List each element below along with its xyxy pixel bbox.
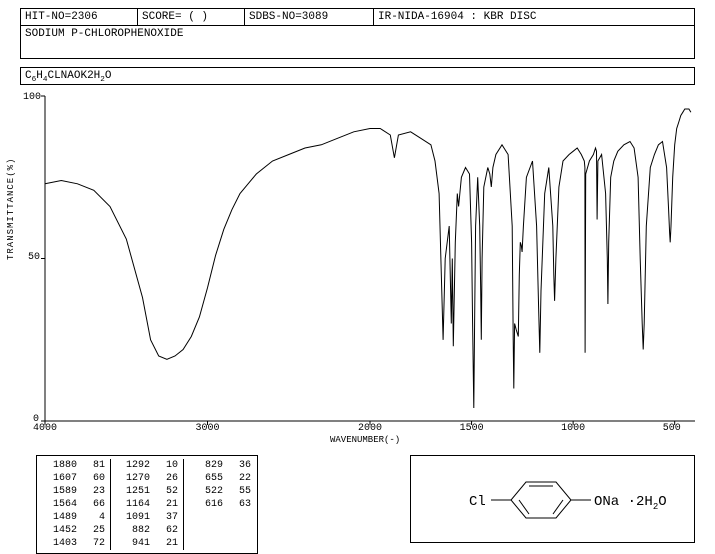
x-tick-1000: 1000 <box>561 423 585 434</box>
peak-row: 829 36 <box>189 459 251 472</box>
spectrum-plot <box>45 96 695 421</box>
peak-row: 522 55 <box>189 485 251 498</box>
x-tick-2000: 2000 <box>358 423 382 434</box>
sdbs-no-field: SDBS-NO=3089 <box>244 8 374 26</box>
peak-row: 1403 72 <box>43 537 105 550</box>
peak-row: 882 62 <box>116 524 178 537</box>
molecule-box: Cl ONa ·2H2O <box>410 455 695 543</box>
peak-row: 1251 52 <box>116 485 178 498</box>
peak-row: 1607 60 <box>43 472 105 485</box>
formula: C6H4CLNAOK2H2O <box>20 67 695 85</box>
x-axis-label: WAVENUMBER(-) <box>330 435 400 445</box>
y-tick-100: 100 <box>23 92 41 103</box>
peak-row: 1452 25 <box>43 524 105 537</box>
peak-row: 616 63 <box>189 498 251 511</box>
peak-row: 1564 66 <box>43 498 105 511</box>
peak-row: 1164 21 <box>116 498 178 511</box>
peak-row: 1589 23 <box>43 485 105 498</box>
peak-table: 1880 811607 601589 231564 661489 41452 2… <box>36 455 258 554</box>
peak-row: 1292 10 <box>116 459 178 472</box>
peak-row: 1270 26 <box>116 472 178 485</box>
mol-right-label: ONa ·2H2O <box>594 494 667 512</box>
score-field: SCORE= ( ) <box>137 8 245 26</box>
x-tick-500: 500 <box>663 423 681 434</box>
y-axis-label: TRANSMITTANCE(%) <box>6 158 16 260</box>
peak-row: 1880 81 <box>43 459 105 472</box>
ir-nida-field: IR-NIDA-16904 : KBR DISC <box>373 8 695 26</box>
x-tick-4000: 4000 <box>33 423 57 434</box>
hit-no-field: HIT-NO=2306 <box>20 8 138 26</box>
peak-row: 941 21 <box>116 537 178 550</box>
y-tick-50: 50 <box>28 252 40 263</box>
peak-row: 1489 4 <box>43 511 105 524</box>
x-tick-1500: 1500 <box>460 423 484 434</box>
peak-row: 1091 37 <box>116 511 178 524</box>
peak-row: 655 22 <box>189 472 251 485</box>
compound-name: SODIUM P-CHLOROPHENOXIDE <box>20 25 695 59</box>
mol-left-label: Cl <box>469 494 486 510</box>
x-tick-3000: 3000 <box>196 423 220 434</box>
